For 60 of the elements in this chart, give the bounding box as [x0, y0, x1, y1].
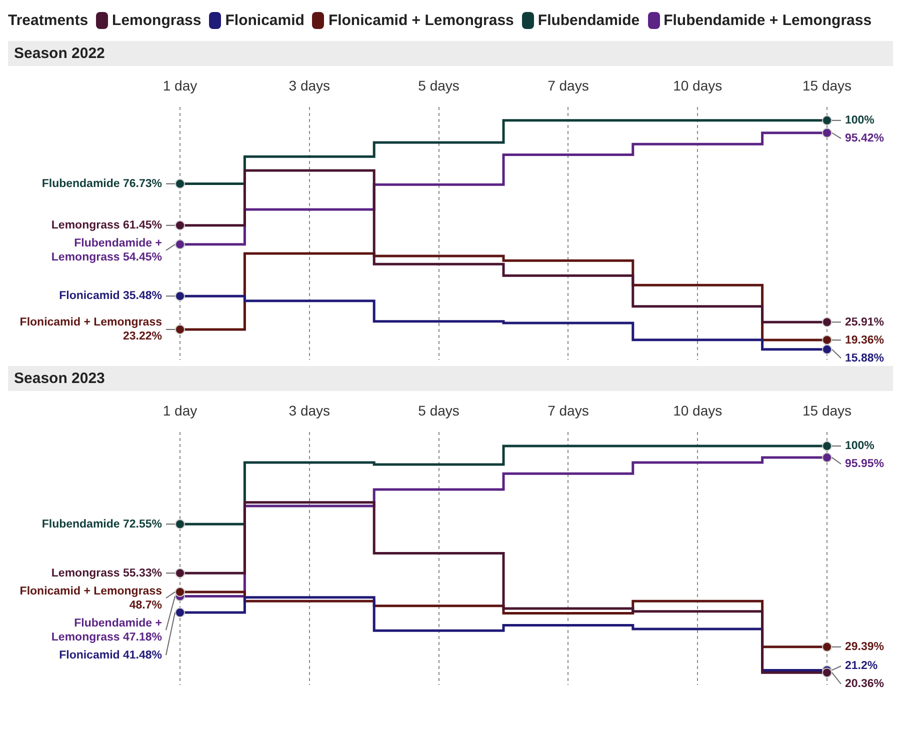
point: [175, 324, 185, 334]
text: Lemongrass 61.45%: [51, 220, 162, 232]
x-tick-label: 7 days: [548, 77, 589, 94]
x-tick-label: 7 days: [548, 402, 589, 418]
x-tick-label: 1 day: [162, 77, 198, 94]
point: [822, 452, 832, 463]
data-label: 29.39%: [845, 641, 884, 654]
point: [175, 519, 185, 530]
x-tick-label: 3 days: [288, 402, 330, 418]
point: [822, 128, 832, 138]
data-label: 100%: [845, 114, 874, 127]
data-label: 19.36%: [845, 334, 884, 346]
x-tick-label: 1 day: [162, 402, 198, 418]
data-label: 25.91%: [845, 316, 884, 328]
legend-label: Lemongrass: [112, 12, 202, 29]
text: Flonicamid 35.48%: [59, 290, 162, 302]
x-tick-label: 10 days: [673, 402, 722, 418]
legend-label: Flonicamid + Lemongrass: [328, 12, 514, 29]
x-tick-label: 15 days: [802, 402, 852, 418]
point: [822, 115, 832, 126]
point: [822, 334, 832, 345]
point: [822, 668, 832, 678]
point: [822, 317, 832, 328]
text: Flubendamide + Lemongrass 54.45%: [51, 238, 162, 264]
chart-title: Season 2023: [8, 366, 893, 391]
data-label: 95.95%: [845, 458, 884, 470]
legend-label: Flubendamide + Lemongrass: [664, 12, 872, 29]
x-tick-label: 10 days: [673, 77, 722, 94]
data-label: 21.2%: [845, 660, 878, 672]
point: [175, 291, 185, 302]
point: [175, 178, 185, 189]
text: Lemongrass 55.33%: [51, 567, 162, 580]
data-label: 100%: [845, 440, 874, 452]
x-tick-label: 15 days: [802, 77, 852, 94]
text: Flubendamide + Lemongrass 47.18%: [51, 617, 162, 644]
point: [175, 608, 185, 618]
point: [822, 642, 832, 652]
data-label: 48.7%: [129, 599, 162, 612]
text: Flonicamid + Lemongrass: [20, 316, 162, 329]
text: Flonicamid 41.48%: [59, 649, 162, 662]
point: [175, 239, 185, 250]
data-label: 15.88%: [845, 352, 884, 364]
legend-title: Treatments: [8, 12, 88, 29]
data-label: 95.42%: [845, 132, 884, 145]
point: [822, 441, 832, 452]
data-label: 20.36%: [845, 678, 884, 690]
series-label: Flonicamid + Lemongrass: [20, 585, 162, 598]
point: [175, 568, 185, 578]
legend-label: Flonicamid: [225, 12, 304, 29]
point: [175, 220, 185, 230]
x-tick-label: 5 days: [418, 77, 460, 94]
text: Flubendamide 72.55%: [42, 518, 162, 530]
data-label: 23.22%: [122, 330, 162, 343]
x-tick-label: 5 days: [418, 402, 460, 418]
chart-title: Season 2022: [8, 41, 893, 66]
text: Flubendamide 76.73%: [42, 178, 162, 190]
point: [175, 586, 185, 597]
x-tick-label: 3 days: [288, 77, 330, 94]
legend-label: Flubendamide: [538, 12, 640, 29]
point: [822, 344, 832, 354]
